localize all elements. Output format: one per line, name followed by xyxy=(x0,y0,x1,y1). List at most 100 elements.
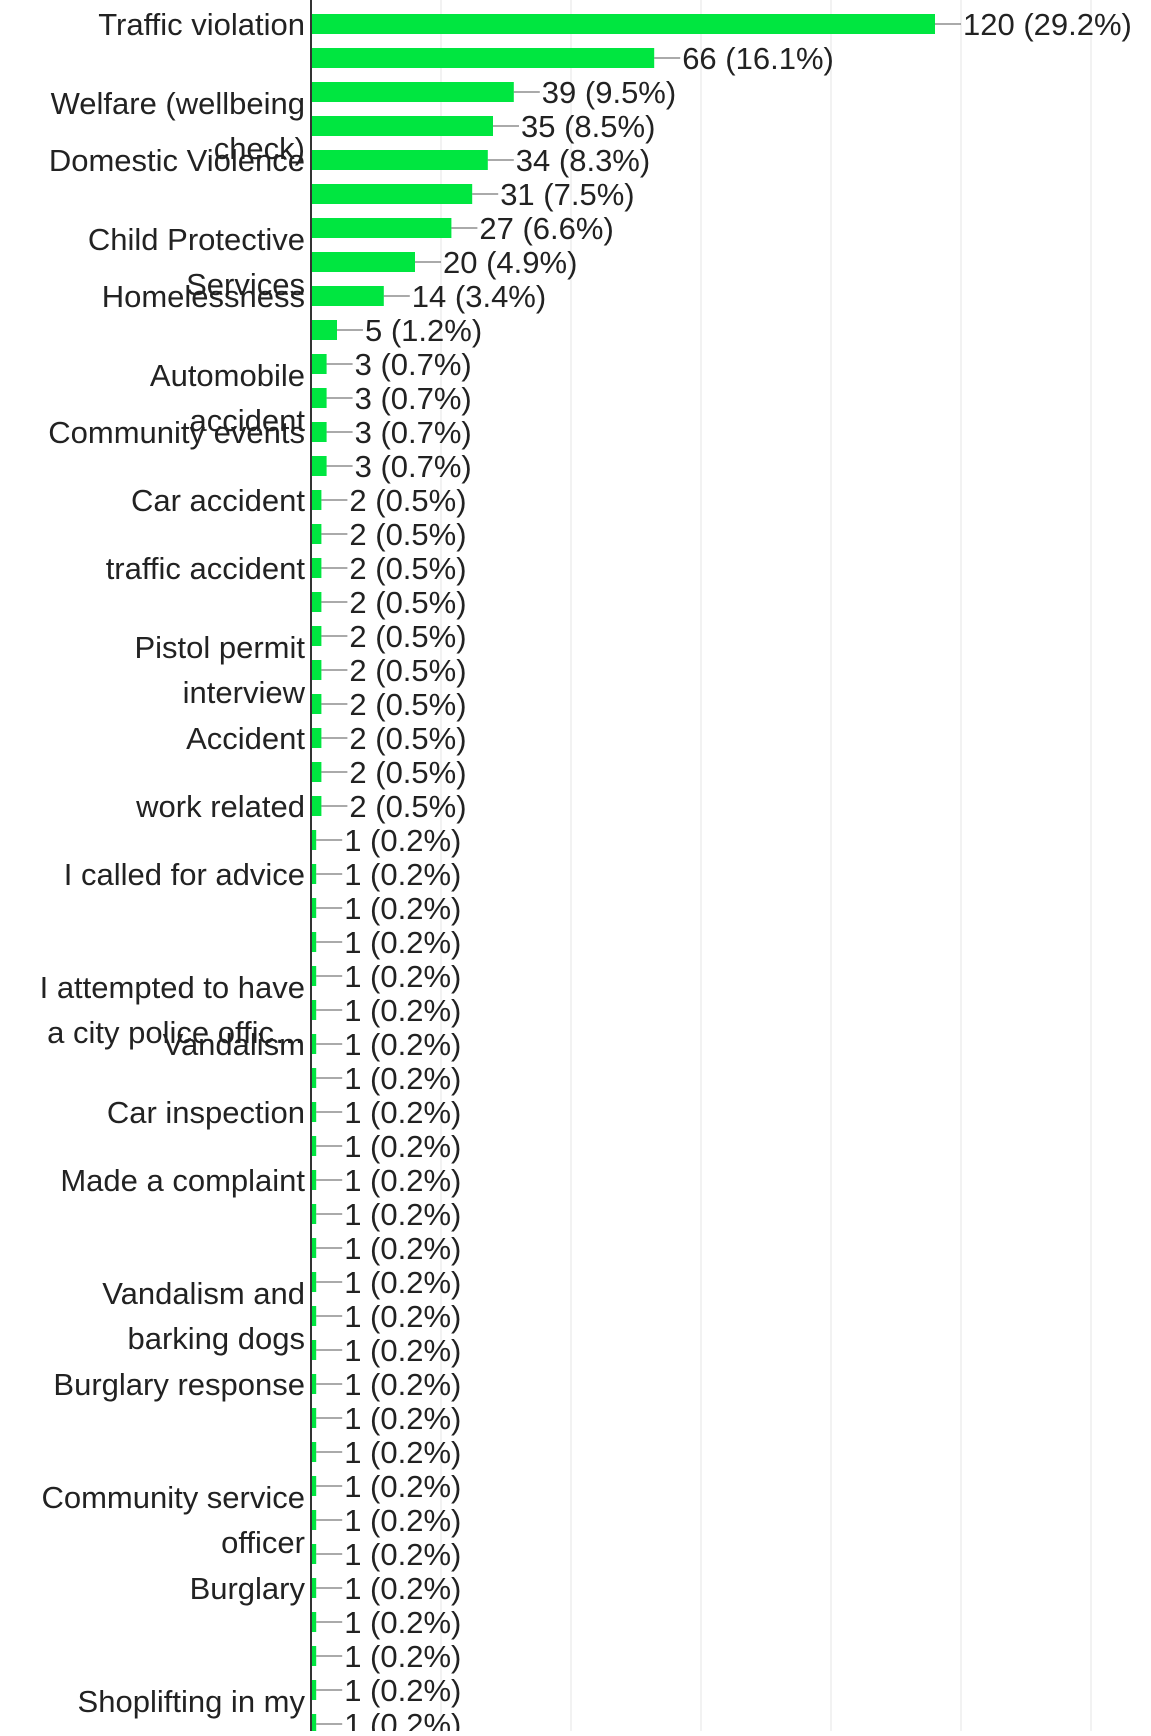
bar xyxy=(311,1068,317,1088)
bar xyxy=(311,1340,317,1360)
value-label: 27 (6.6%) xyxy=(479,211,613,246)
bar xyxy=(311,1612,317,1632)
value-label: 1 (0.2%) xyxy=(344,1435,461,1470)
bar xyxy=(311,1544,317,1564)
value-label: 35 (8.5%) xyxy=(521,109,655,144)
category-label: Automobile accident xyxy=(150,358,305,438)
bar xyxy=(311,1170,317,1190)
value-label: 2 (0.5%) xyxy=(349,585,466,620)
bar xyxy=(311,932,317,952)
bar xyxy=(311,116,493,136)
value-label: 1 (0.2%) xyxy=(344,959,461,994)
value-label: 2 (0.5%) xyxy=(349,789,466,824)
value-label: 1 (0.2%) xyxy=(344,1503,461,1538)
value-label: 1 (0.2%) xyxy=(344,857,461,892)
value-label: 1 (0.2%) xyxy=(344,1537,461,1572)
bar xyxy=(311,48,655,68)
category-label: Community events xyxy=(48,415,305,450)
category-label: I attempted to have a city police offic… xyxy=(40,970,305,1050)
value-label: 1 (0.2%) xyxy=(344,1163,461,1198)
bar xyxy=(311,966,317,986)
value-label: 20 (4.9%) xyxy=(443,245,577,280)
value-label: 1 (0.2%) xyxy=(344,1129,461,1164)
bar xyxy=(311,762,322,782)
bar xyxy=(311,14,935,34)
category-label: Vandalism xyxy=(163,1027,305,1062)
bar xyxy=(311,1306,317,1326)
value-label: 1 (0.2%) xyxy=(344,1639,461,1674)
bar xyxy=(311,1510,317,1530)
category-label: Welfare (wellbeing check) xyxy=(51,86,305,166)
category-label: Traffic violation xyxy=(98,7,305,42)
value-labels: 120 (29.2%)66 (16.1%)39 (9.5%)35 (8.5%)3… xyxy=(344,7,1132,1736)
value-label: 1 (0.2%) xyxy=(344,1469,461,1504)
category-label: Car accident xyxy=(131,483,305,518)
value-label: 3 (0.7%) xyxy=(355,347,472,382)
bar xyxy=(311,524,322,544)
value-label: 1 (0.2%) xyxy=(344,1061,461,1096)
bar xyxy=(311,320,337,340)
bar xyxy=(311,558,322,578)
bar xyxy=(311,694,322,714)
bar xyxy=(311,1102,317,1122)
bar xyxy=(311,354,327,374)
category-label: Accident xyxy=(186,721,305,756)
bar xyxy=(311,1408,317,1428)
category-label: Pistol permit interview xyxy=(134,630,305,710)
value-label: 2 (0.5%) xyxy=(349,687,466,722)
category-label: Homelessness xyxy=(102,279,305,314)
bar xyxy=(311,252,415,272)
bar xyxy=(311,864,317,884)
category-label: Child Protective Services xyxy=(88,222,305,302)
value-label: 1 (0.2%) xyxy=(344,1265,461,1300)
value-label: 1 (0.2%) xyxy=(344,993,461,1028)
value-label: 2 (0.5%) xyxy=(349,755,466,790)
bar xyxy=(311,286,384,306)
value-label: 1 (0.2%) xyxy=(344,1673,461,1708)
category-label: Burglary xyxy=(190,1571,306,1606)
value-label: 120 (29.2%) xyxy=(963,7,1132,42)
value-label: 1 (0.2%) xyxy=(344,1571,461,1606)
bar xyxy=(311,218,452,238)
value-label: 1 (0.2%) xyxy=(344,1299,461,1334)
value-label: 1 (0.2%) xyxy=(344,823,461,858)
value-label: 1 (0.2%) xyxy=(344,925,461,960)
category-label: Community service officer xyxy=(41,1480,305,1560)
value-label: 1 (0.2%) xyxy=(344,1605,461,1640)
bar xyxy=(311,1238,317,1258)
value-label: 1 (0.2%) xyxy=(344,1333,461,1368)
bar xyxy=(311,184,473,204)
bar xyxy=(311,1578,317,1598)
value-label: 1 (0.2%) xyxy=(344,1707,461,1731)
value-label: 2 (0.5%) xyxy=(349,619,466,654)
value-label: 1 (0.2%) xyxy=(344,1401,461,1436)
category-label: Made a complaint xyxy=(60,1163,305,1198)
category-label: Domestic Violence xyxy=(49,143,305,178)
value-label: 1 (0.2%) xyxy=(344,1367,461,1402)
category-label: Car inspection xyxy=(107,1095,305,1130)
gridlines xyxy=(440,0,1092,1731)
bar xyxy=(311,490,322,510)
bars xyxy=(311,14,935,1734)
value-label: 1 (0.2%) xyxy=(344,1027,461,1062)
bar xyxy=(311,1476,317,1496)
bar xyxy=(311,1204,317,1224)
category-label: Vandalism and barking dogs xyxy=(102,1276,305,1356)
bar xyxy=(311,830,317,850)
category-label: Burglary response xyxy=(53,1367,305,1402)
value-label: 1 (0.2%) xyxy=(344,891,461,926)
bar xyxy=(311,796,322,816)
bar xyxy=(311,626,322,646)
category-labels: Traffic violation Welfare (wellbeing check… xyxy=(40,7,306,1736)
bar xyxy=(311,1646,317,1666)
value-label: 34 (8.3%) xyxy=(516,143,650,178)
bar xyxy=(311,82,514,102)
value-label: 3 (0.7%) xyxy=(355,415,472,450)
bar xyxy=(311,150,488,170)
bar xyxy=(311,1714,317,1734)
value-label: 2 (0.5%) xyxy=(349,551,466,586)
value-label: 5 (1.2%) xyxy=(365,313,482,348)
bar xyxy=(311,1680,317,1700)
